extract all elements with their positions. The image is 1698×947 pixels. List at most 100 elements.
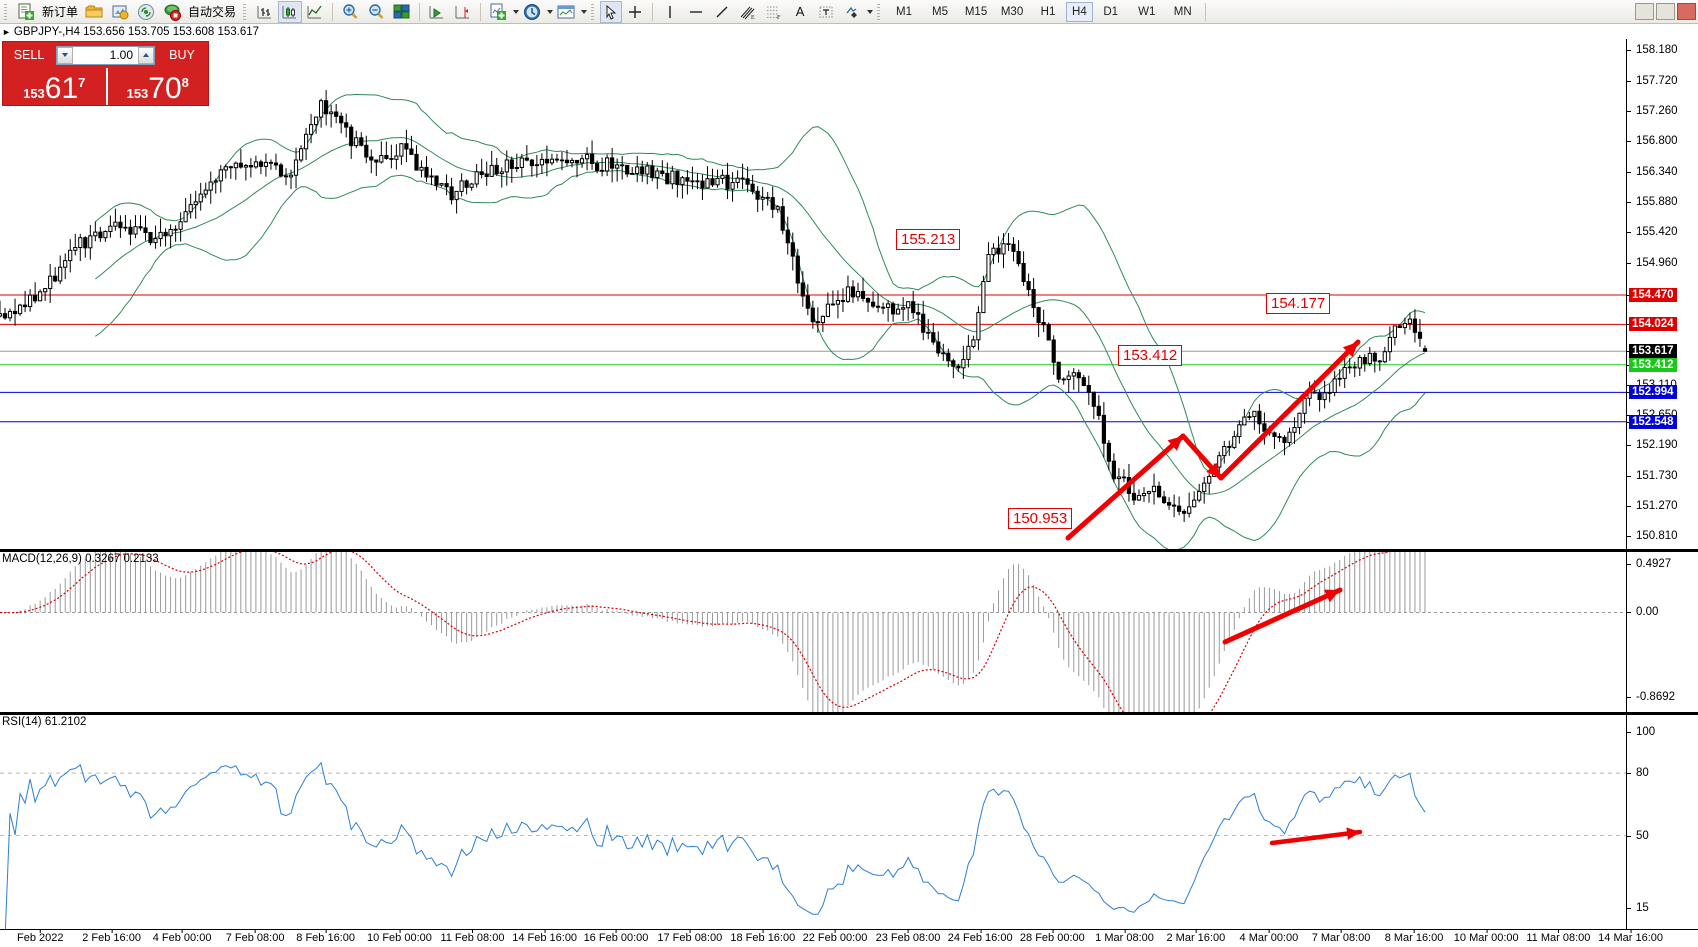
sell-button[interactable]: SELL <box>13 48 45 62</box>
toolbar-grip[interactable] <box>3 2 10 21</box>
price-tick: 157.260 <box>1627 105 1678 117</box>
macd-pane[interactable]: MACD(12,26,9) 0.3267 0.2133 0.4927 0.00 -0… <box>0 552 1698 712</box>
macd-plot[interactable] <box>0 552 1626 712</box>
equidistant-channel-icon[interactable]: E <box>735 1 761 23</box>
close-button[interactable] <box>1677 3 1696 20</box>
chart-pointer-icon: ► <box>2 27 11 37</box>
buy-button[interactable]: BUY <box>169 48 195 62</box>
minimize-button[interactable] <box>1635 3 1654 20</box>
period-icon[interactable] <box>519 1 545 23</box>
symbol-ohlc-line: ► GBPJPY-,H4 153.656 153.705 153.608 153… <box>0 25 1698 39</box>
line-chart-icon[interactable] <box>302 1 328 23</box>
price-badge[interactable]: 154.470 <box>1629 287 1677 302</box>
price-tick: 151.730 <box>1627 470 1678 482</box>
add-indicator-icon[interactable] <box>485 1 511 23</box>
toolbar-grip-2[interactable] <box>242 2 250 21</box>
rsi-plot[interactable] <box>0 715 1626 929</box>
sell-price-sup: 7 <box>78 75 86 90</box>
profiles-icon[interactable] <box>107 1 133 23</box>
timeframe-m15[interactable]: M15 <box>964 5 988 18</box>
shapes-icon[interactable] <box>839 1 865 23</box>
rsi-pane[interactable]: RSI(14) 61.2102 100 80 50 15 <box>0 715 1698 929</box>
text-icon[interactable]: A <box>795 4 805 19</box>
timeframe-w1[interactable]: W1 <box>1138 5 1156 18</box>
price-badge[interactable]: 152.994 <box>1629 385 1677 400</box>
volume-value[interactable]: 1.00 <box>109 48 133 62</box>
cursor-icon[interactable] <box>600 0 623 23</box>
rsi-axis[interactable]: 100 80 50 15 <box>1626 715 1698 929</box>
sell-price-prefix: 153 <box>23 86 45 101</box>
time-tick: 10 Feb 00:00 <box>367 929 432 944</box>
time-tick: 23 Feb 08:00 <box>875 929 941 944</box>
timeframe-m5[interactable]: M5 <box>932 5 949 18</box>
folder-icon[interactable] <box>81 1 107 23</box>
timeframe-m1[interactable]: M1 <box>896 5 913 18</box>
chart-area[interactable]: 155.213 154.177 153.412 150.953 158.180 157.… <box>0 39 1698 947</box>
chevron-down-icon[interactable] <box>513 9 520 14</box>
price-badge[interactable]: 154.024 <box>1629 317 1677 332</box>
autotrading-label[interactable]: 自动交易 <box>188 5 237 19</box>
price-tick: 157.720 <box>1627 75 1678 87</box>
vline-icon[interactable] <box>657 1 683 23</box>
sell-price[interactable]: 153 61 7 <box>3 68 106 105</box>
toolbar-grip-3[interactable] <box>590 2 598 21</box>
price-badge[interactable]: 153.617 <box>1629 344 1677 359</box>
timeframe-d1[interactable]: D1 <box>1103 5 1119 18</box>
buy-price[interactable]: 153 70 8 <box>105 68 209 105</box>
timeframe-m30[interactable]: M30 <box>1000 5 1024 18</box>
rsi-title: RSI(14) 61.2102 <box>2 716 87 728</box>
time-axis[interactable]: Feb 2022 2 Feb 16:00 4 Feb 00:00 7 Feb 08:0… <box>0 929 1698 947</box>
timeframe-h4[interactable]: H4 <box>1066 1 1093 22</box>
hline-icon[interactable] <box>683 1 709 23</box>
svg-text:E: E <box>751 15 755 20</box>
price-badge[interactable]: 152.548 <box>1629 414 1677 429</box>
trendline-icon[interactable] <box>709 1 735 23</box>
toolbar-separator-2 <box>419 2 421 21</box>
time-tick: 8 Feb 16:00 <box>296 929 355 944</box>
price-pane[interactable]: 155.213 154.177 153.412 150.953 158.180 157.… <box>0 39 1698 549</box>
templates-icon[interactable] <box>553 1 579 23</box>
chevron-down-icon-2[interactable] <box>547 9 554 14</box>
chart-price-annotation[interactable]: 154.177 <box>1266 293 1331 314</box>
one-click-prices: 153 61 7 153 70 8 <box>3 68 208 105</box>
time-tick: 16 Feb 00:00 <box>583 929 649 944</box>
volume-increase-button[interactable] <box>138 46 154 64</box>
timeframe-mn[interactable]: MN <box>1173 5 1192 18</box>
chart-price-annotation[interactable]: 150.953 <box>1008 508 1073 529</box>
main-toolbar: 新订单 <box>0 0 1698 24</box>
fibonacci-icon[interactable]: F <box>761 1 787 23</box>
maximize-button[interactable] <box>1656 3 1675 20</box>
pane-divider-2 <box>0 712 1698 715</box>
bar-chart-icon[interactable] <box>252 1 278 23</box>
tile-windows-icon[interactable] <box>389 1 415 23</box>
time-tick: 4 Mar 00:00 <box>1239 929 1299 944</box>
zoom-in-icon[interactable] <box>337 1 363 23</box>
macd-axis[interactable]: 0.4927 0.00 -0.8692 <box>1626 552 1698 712</box>
chart-shift-icon[interactable] <box>450 1 476 23</box>
text-label-icon[interactable] <box>813 1 839 23</box>
volume-stepper[interactable]: 1.00 <box>56 45 155 65</box>
price-plot[interactable]: 155.213 154.177 153.412 150.953 <box>0 39 1626 549</box>
toolbar-grip-4[interactable] <box>876 2 884 21</box>
time-tick: 1 Mar 08:00 <box>1095 929 1154 944</box>
window-controls <box>1633 3 1698 20</box>
price-badge[interactable]: 153.412 <box>1629 357 1677 372</box>
volume-decrease-button[interactable] <box>57 46 73 64</box>
candlestick-icon[interactable] <box>278 0 303 23</box>
chevron-down-icon-4[interactable] <box>867 9 874 14</box>
timeframe-h1[interactable]: H1 <box>1040 5 1056 18</box>
auto-scroll-icon[interactable] <box>424 1 450 23</box>
new-order-icon[interactable] <box>13 1 39 23</box>
sell-price-main: 61 <box>44 72 79 105</box>
crosshair-icon[interactable] <box>622 1 648 23</box>
chart-price-annotation[interactable]: 153.412 <box>1118 345 1183 366</box>
price-tick: 156.340 <box>1627 166 1678 178</box>
new-order-label[interactable]: 新订单 <box>42 5 79 19</box>
autotrading-icon[interactable] <box>159 1 185 23</box>
price-axis[interactable]: 158.180 157.720 157.260 156.800 156.340 155.8… <box>1626 39 1698 549</box>
chevron-down-icon-3[interactable] <box>581 9 588 14</box>
zoom-out-icon[interactable] <box>363 1 389 23</box>
time-tick: 28 Feb 00:00 <box>1019 929 1085 944</box>
chart-price-annotation[interactable]: 155.213 <box>896 229 961 250</box>
broadcast-icon[interactable] <box>133 1 159 23</box>
